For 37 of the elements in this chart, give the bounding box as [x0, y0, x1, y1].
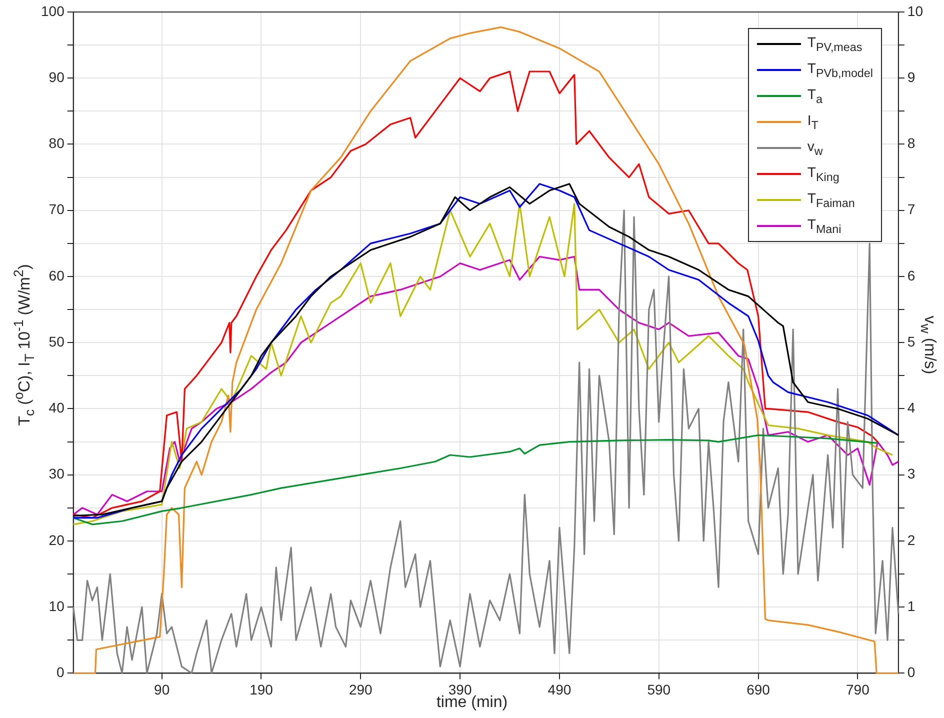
y-tick-label: 20	[48, 532, 65, 548]
x-tick-label: 90	[154, 681, 170, 698]
y2-tick-label: 2	[907, 532, 916, 548]
legend-label: I$_{T}$	[807, 112, 818, 132]
legend-label: T$_{King}$	[807, 164, 840, 184]
y-tick-label: 70	[48, 201, 65, 218]
y-tick-label: 0	[56, 664, 65, 680]
y2-tick-label: 9	[907, 68, 916, 85]
y2-tick-label: 3	[907, 466, 916, 482]
legend-label: v$_{w}$	[807, 138, 823, 158]
legend-label: T$_{PVb,model}$	[807, 60, 873, 80]
x-tick-label: 490	[548, 681, 572, 698]
x-tick-label: 290	[348, 681, 373, 698]
y-tick-label: 60	[48, 267, 65, 284]
legend-label: T$_{Faiman}$	[807, 190, 855, 210]
y-tick-label: 100	[41, 2, 65, 19]
y2-tick-label: 8	[907, 135, 916, 152]
y2-tick-label: 5	[907, 333, 916, 350]
x-tick-label: 690	[746, 681, 770, 698]
y2-tick-label: 1	[907, 598, 916, 614]
y2-tick-label: 4	[907, 400, 916, 416]
y-tick-label: 80	[48, 135, 65, 152]
legend-label: T$_{PV,meas}$	[807, 34, 862, 54]
y-tick-label: 30	[48, 466, 65, 482]
legend-label: T$_{Mani}$	[807, 216, 842, 236]
y-tick-label: 50	[48, 333, 65, 350]
y2-tick-label: 7	[907, 201, 916, 218]
x-tick-label: 590	[647, 681, 671, 698]
y2-tick-label: 0	[907, 664, 916, 680]
x-tick-label: 790	[846, 681, 870, 698]
y-tick-label: 90	[48, 68, 65, 85]
y2-tick-label: 10	[907, 2, 924, 19]
x-tick-label: 190	[250, 681, 274, 698]
y2-tick-label: 6	[907, 267, 916, 284]
y-tick-label: 40	[48, 400, 65, 416]
y-tick-label: 10	[48, 598, 65, 614]
legend-label: T$_{a}$	[807, 86, 822, 106]
